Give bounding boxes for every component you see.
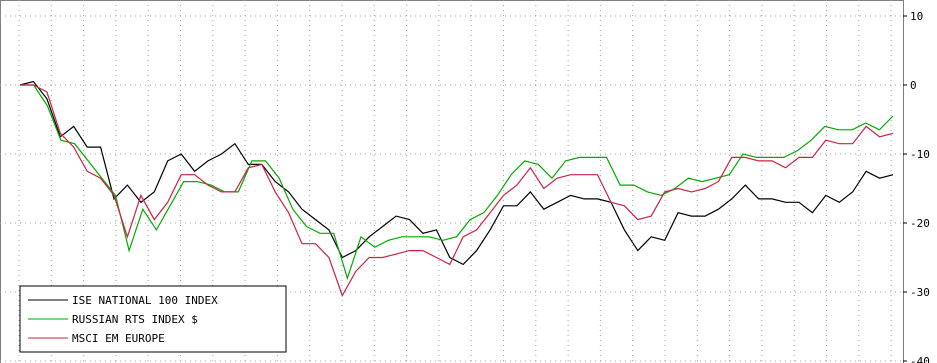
legend-label-msci: MSCI EM EUROPE	[72, 332, 165, 345]
series-line-0	[19, 80, 894, 266]
series-lines	[19, 80, 894, 297]
legend: ISE NATIONAL 100 INDEX RUSSIAN RTS INDEX…	[19, 285, 287, 353]
y-tick-label: -40	[910, 355, 930, 363]
y-tick-label: 0	[910, 79, 917, 92]
y-tick-label: -20	[910, 217, 930, 230]
y-tick-label: -10	[910, 148, 930, 161]
series-line-1	[20, 84, 894, 281]
y-tick-label: -30	[910, 286, 930, 299]
legend-label-rts: RUSSIAN RTS INDEX $	[72, 313, 198, 326]
series-line-2	[20, 84, 894, 297]
y-tick-label: 10	[910, 10, 923, 23]
y-axis-ticks: 10 0 -10 -20 -30 -40	[903, 10, 930, 363]
legend-label-ise: ISE NATIONAL 100 INDEX	[72, 294, 218, 307]
